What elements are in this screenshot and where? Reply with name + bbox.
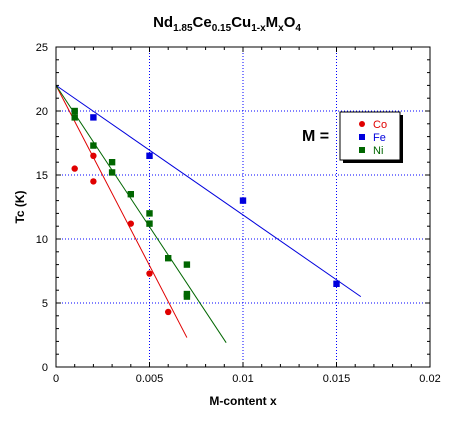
ticks: 0 0.005 0.01 0.015 0.02 0 5 10 15 20 25 [36,42,441,385]
legend-box [339,111,401,161]
point-ni [127,191,134,198]
x-tick-label: 0.015 [323,373,351,385]
y-tick-label: 10 [36,234,48,246]
fit-line-co [55,85,188,338]
title-part: Ce [192,14,212,31]
point-co [165,308,172,316]
point-ni [146,220,153,227]
y-tick-label: 0 [42,362,48,374]
title-part: M [265,14,279,31]
legend-marker-co [359,121,365,127]
point-co [146,270,153,277]
y-tick-label: 5 [42,298,48,310]
point-ni [71,107,78,115]
point-co [90,178,97,185]
point-fe [333,280,340,287]
title-part: Cu [231,14,252,31]
x-tick-label: 0.005 [136,373,164,385]
point-ni [108,159,116,166]
y-tick-label: 20 [36,106,48,118]
y-tick-label: 25 [36,42,48,54]
y-tick-label: 15 [36,170,48,182]
title-subscript: 1.85 [173,23,193,34]
legend-label-fe: Fe [373,132,386,144]
point-co [90,152,97,159]
title-subscript: 1-x [251,23,266,34]
x-tick-label: 0 [53,373,59,385]
legend-prefix: M = [302,128,329,145]
point-ni [90,142,97,149]
point-fe [146,152,153,159]
point-ni [108,169,116,176]
point-ni [146,210,153,217]
point-ni [183,293,191,300]
title-part: O [283,14,296,31]
title-subscript: 4 [295,23,301,34]
legend-label-ni: Ni [373,145,383,157]
point-co [127,220,134,227]
legend-label-co: Co [373,119,387,131]
title-part: Nd [153,14,174,31]
title-subscript: x [278,23,284,34]
grid [56,47,430,367]
legend-marker-fe [359,134,365,140]
x-tick-label: 0.01 [232,373,253,385]
fit-line-fe [55,84,362,298]
x-tick-label: 0.02 [419,373,440,385]
point-fe [239,197,247,204]
fit-lines [55,84,362,343]
fit-line-ni [55,85,227,343]
point-co [71,165,78,172]
point-ni [71,114,78,121]
x-axis-label: M-content x [209,394,277,408]
legend-marker-ni [359,147,365,153]
data-points [71,107,340,316]
y-axis-label: Tc (K) [13,190,27,223]
point-ni [165,255,172,262]
point-fe [90,114,97,121]
title-subscript: 0.15 [211,23,232,34]
point-ni [183,261,191,268]
chart-title: Nd1.85Ce0.15Cu1-xMxO4 [0,14,454,34]
